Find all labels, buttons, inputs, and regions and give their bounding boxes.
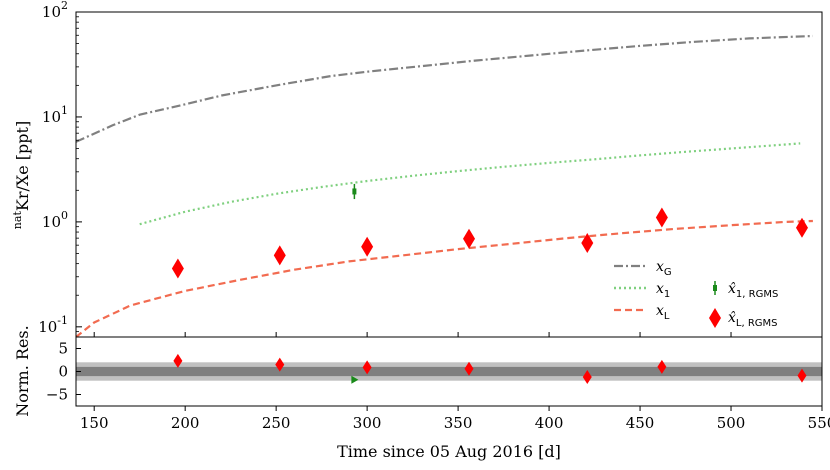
top-y-tick-label: 101 <box>42 104 68 126</box>
x-tick-label: 150 <box>80 414 109 432</box>
data-point-xl-rgms <box>655 207 668 228</box>
residual-point-xl <box>582 370 592 385</box>
series-line-xl <box>76 219 813 337</box>
x-tick-label: 400 <box>535 414 564 432</box>
data-point-xl-rgms <box>581 232 594 253</box>
residual-point-xl <box>173 353 183 368</box>
x-tick-label: 550 <box>808 414 830 432</box>
top-plot-area <box>76 34 813 337</box>
bottom-y-axis-label: Norm. Res. <box>13 325 32 416</box>
residual-point-x1 <box>351 375 359 384</box>
bottom-plot-area <box>76 353 822 385</box>
x-tick-label: 200 <box>171 414 200 432</box>
x-tick-label: 250 <box>262 414 291 432</box>
top-y-label-superscript: nat <box>11 211 24 230</box>
legend-label-xg: xG <box>656 259 672 278</box>
x-tick-label: 450 <box>626 414 655 432</box>
legend-marker-xl-rgms <box>709 308 721 328</box>
top-y-tick-label: 102 <box>42 0 68 21</box>
bottom-y-tick-label: 0 <box>58 363 68 381</box>
data-point-xl-rgms <box>361 236 374 257</box>
series-line-xg <box>76 34 813 143</box>
legend-label-x1-rgms: x̂1, RGMS <box>728 281 778 300</box>
legend: xG x1 xL x̂1, RGMS x̂L, RGMS <box>614 259 778 329</box>
legend-label-xl: xL <box>656 303 670 322</box>
residual-point-xl <box>657 359 667 374</box>
residual-point-xl <box>797 368 807 383</box>
top-y-label-main: Kr/Xe [ppt] <box>13 121 32 211</box>
bottom-y-tick-label: 5 <box>58 340 68 358</box>
x-tick-label: 300 <box>353 414 382 432</box>
data-point-xl-rgms <box>171 258 184 279</box>
top-y-tick-label: 10-1 <box>38 314 68 336</box>
top-y-ticks: 10-1 100 101 102 <box>38 0 82 338</box>
bottom-y-tick-label: −5 <box>46 386 68 404</box>
data-point-xl-rgms <box>273 245 286 266</box>
series-line-x1 <box>139 142 801 226</box>
top-panel: 10-1 100 101 102 natKr/Xe [ppt] xG x1 xL x̂… <box>11 0 823 338</box>
legend-marker-x1-rgms <box>713 281 717 295</box>
bottom-panel: 5 0 −5 Norm. Res. <box>13 325 823 417</box>
x-tick-label: 500 <box>717 414 746 432</box>
data-point-xl-rgms <box>463 228 476 249</box>
top-y-axis-label: natKr/Xe [ppt] <box>11 121 32 229</box>
legend-label-x1: x1 <box>656 281 670 300</box>
residual-point-xl <box>275 357 285 372</box>
top-axes-frame <box>75 11 823 338</box>
residual-band-1sigma <box>76 366 822 377</box>
x-tick-label: 350 <box>444 414 473 432</box>
data-point-x1-rgms <box>352 183 357 200</box>
legend-label-xl-rgms: x̂L, RGMS <box>728 310 778 329</box>
data-point-xl-rgms <box>795 217 808 238</box>
residual-point-xl <box>464 361 474 376</box>
top-y-tick-label: 100 <box>42 209 68 231</box>
residual-point-xl <box>362 360 372 375</box>
x-axis-ticks: 150 200 250 300 350 400 450 500 550 <box>80 332 830 432</box>
x-axis-label: Time since 05 Aug 2016 [d] <box>337 442 561 461</box>
bottom-y-ticks: 5 0 −5 <box>46 340 81 404</box>
